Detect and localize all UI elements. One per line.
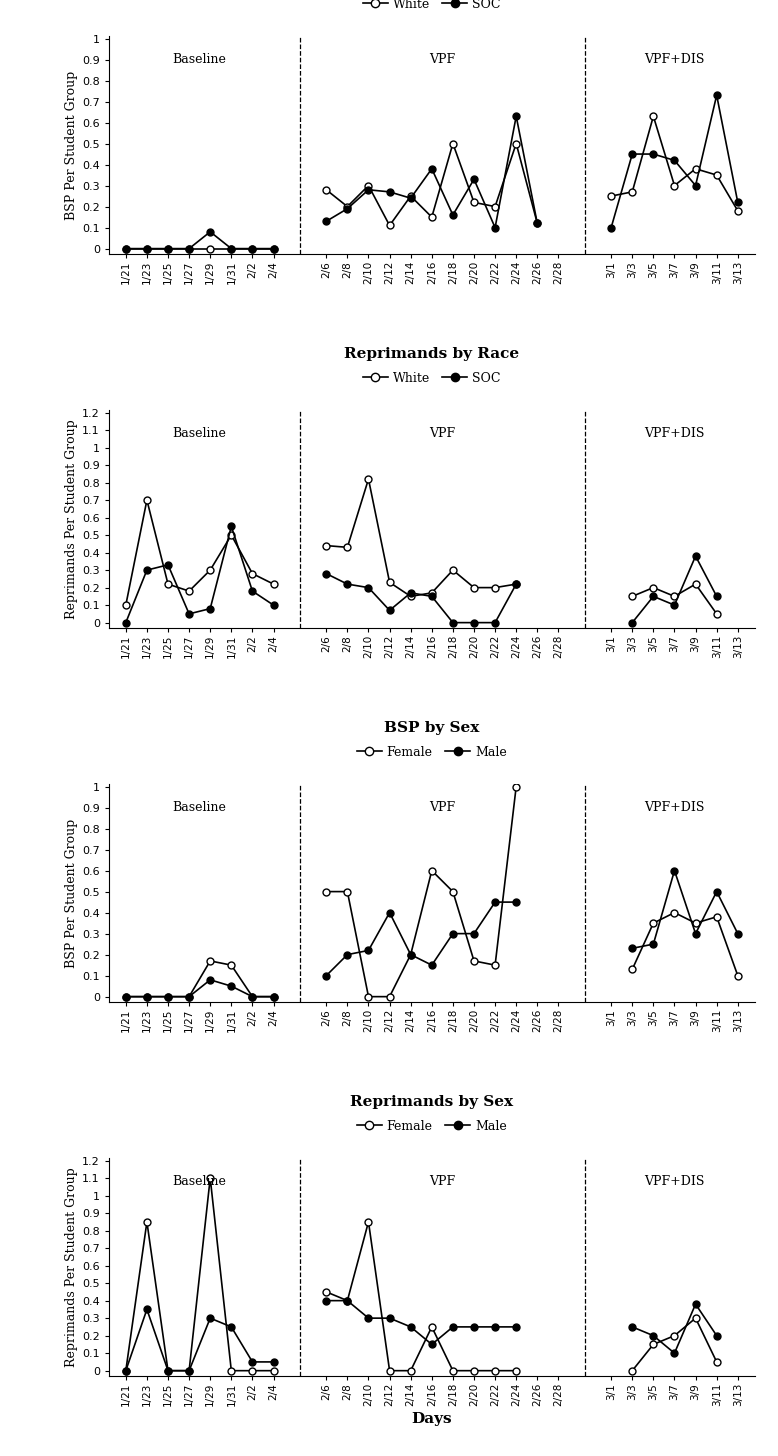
Y-axis label: Reprimands Per Student Group: Reprimands Per Student Group <box>65 1168 78 1367</box>
Y-axis label: BSP Per Student Group: BSP Per Student Group <box>65 70 78 220</box>
Text: VPF+DIS: VPF+DIS <box>644 1175 705 1188</box>
Text: VPF: VPF <box>429 801 455 814</box>
Text: Baseline: Baseline <box>173 801 226 814</box>
Text: VPF+DIS: VPF+DIS <box>644 801 705 814</box>
Legend: White, SOC: White, SOC <box>358 367 506 390</box>
Text: Baseline: Baseline <box>173 1175 226 1188</box>
Text: VPF: VPF <box>429 427 455 440</box>
Text: Baseline: Baseline <box>173 54 226 66</box>
Legend: White, SOC: White, SOC <box>358 0 506 16</box>
Y-axis label: BSP Per Student Group: BSP Per Student Group <box>65 818 78 968</box>
Text: VPF: VPF <box>429 54 455 66</box>
Text: VPF+DIS: VPF+DIS <box>644 54 705 66</box>
Y-axis label: Reprimands Per Student Group: Reprimands Per Student Group <box>65 419 78 619</box>
Text: Baseline: Baseline <box>173 427 226 440</box>
Title: BSP by Sex: BSP by Sex <box>384 721 479 735</box>
Text: VPF+DIS: VPF+DIS <box>644 427 705 440</box>
Text: VPF: VPF <box>429 1175 455 1188</box>
Legend: Female, Male: Female, Male <box>352 1115 512 1137</box>
Legend: Female, Male: Female, Male <box>352 741 512 764</box>
X-axis label: Days: Days <box>412 1412 452 1425</box>
Title: Reprimands by Sex: Reprimands by Sex <box>350 1095 513 1108</box>
Title: Reprimands by Race: Reprimands by Race <box>344 347 520 361</box>
